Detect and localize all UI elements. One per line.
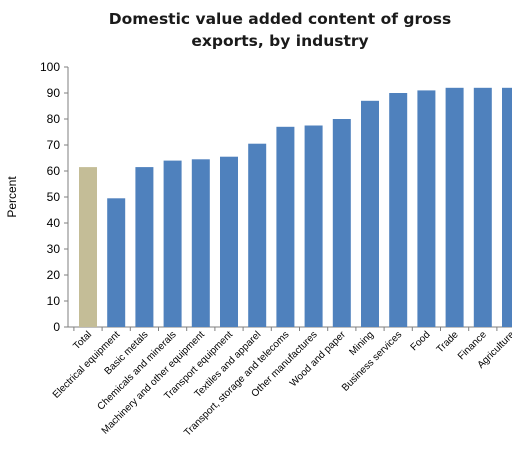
x-tick-label: Food bbox=[409, 329, 433, 353]
chart-title-line-1: Domestic value added content of gross bbox=[108, 10, 452, 28]
y-tick-label: 10 bbox=[47, 294, 61, 308]
bar bbox=[389, 93, 408, 327]
y-tick-label: 50 bbox=[47, 190, 61, 204]
y-tick-label: 30 bbox=[47, 242, 61, 256]
bar bbox=[135, 167, 154, 327]
bar bbox=[248, 143, 267, 327]
y-tick-label: 0 bbox=[53, 320, 60, 334]
y-tick-label: 60 bbox=[47, 164, 61, 178]
bar bbox=[304, 125, 323, 327]
bar bbox=[417, 90, 436, 328]
y-tick-label: 70 bbox=[47, 138, 61, 152]
bar bbox=[332, 119, 351, 327]
chart-title-line-2: exports, by industry bbox=[191, 32, 369, 50]
bar bbox=[445, 87, 464, 327]
bar bbox=[361, 100, 379, 327]
y-tick-label: 90 bbox=[47, 86, 61, 100]
x-tick-label: Transport, storage and telecoms bbox=[182, 329, 291, 438]
x-tick-label: Trade bbox=[435, 329, 461, 355]
bar bbox=[276, 126, 295, 327]
bar bbox=[107, 198, 126, 327]
y-tick-label: 20 bbox=[47, 268, 61, 282]
x-tick-label: Machinery and other equipment bbox=[100, 329, 207, 436]
y-tick-label: 40 bbox=[47, 216, 61, 230]
bar bbox=[502, 87, 512, 327]
y-tick-label: 100 bbox=[40, 60, 60, 74]
bar bbox=[220, 156, 238, 327]
bar bbox=[473, 87, 492, 327]
x-tick-label: Total bbox=[71, 329, 94, 352]
bar bbox=[191, 159, 210, 327]
y-tick-label: 80 bbox=[47, 112, 61, 126]
bar bbox=[163, 160, 182, 327]
y-axis-label: Percent bbox=[5, 176, 19, 218]
bar bbox=[79, 167, 97, 327]
